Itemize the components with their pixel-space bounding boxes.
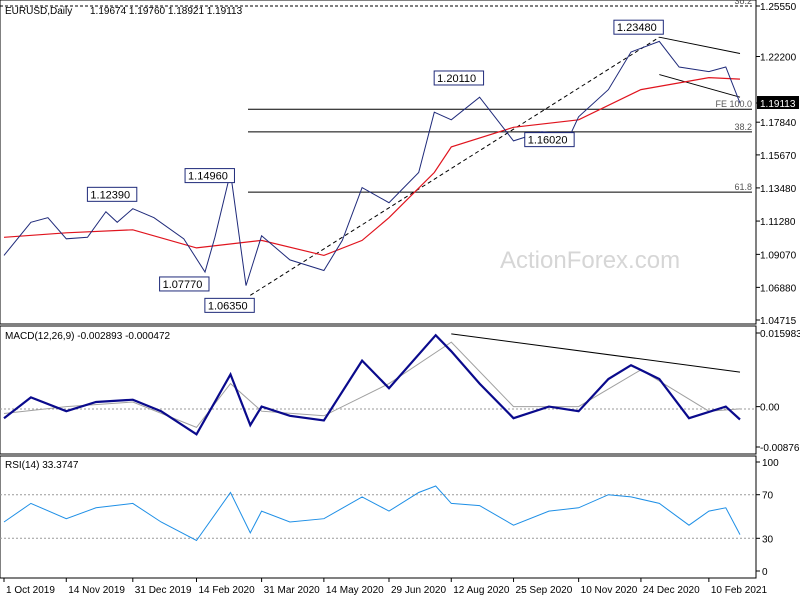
price-tick-label: 1.04715	[760, 316, 797, 327]
price-annotation-box	[204, 297, 255, 313]
price-annotation-label: 1.07770	[163, 279, 203, 291]
time-tick-label: 12 Aug 2020	[453, 585, 510, 596]
macd-tick-label: 0.015983	[760, 329, 800, 340]
level-label: 61.8	[734, 182, 752, 192]
price-tick-label: 1.11280	[760, 217, 796, 228]
price-line	[3, 40, 741, 286]
rsi-scale: 100 70 30 0	[756, 458, 779, 578]
macd-signal-line	[3, 341, 741, 429]
price-annotation-box	[524, 132, 575, 148]
price-annotation-box	[86, 186, 138, 202]
price-annotations: 1.23480 1.20110 1.16020 1.14960 1.12390 1.077…	[86, 19, 664, 313]
level-label: FE 100.0	[715, 99, 752, 109]
price-annotation-box	[613, 19, 664, 35]
rsi-tick-label: 0	[762, 567, 768, 578]
macd-main-line	[3, 333, 741, 436]
price-annotation-label: 1.06350	[208, 300, 248, 312]
price-annotation-label: 1.20110	[437, 73, 476, 85]
symbol-info: EURUSD,Daily	[5, 6, 72, 17]
time-tick-label: 24 Dec 2020	[643, 585, 700, 596]
level-label: 38.2	[734, 0, 752, 6]
rsi-tick-label: 30	[762, 534, 774, 545]
time-tick-label: 10 Nov 2020	[581, 585, 638, 596]
rsi-tick-label: 100	[762, 458, 779, 469]
rsi-line	[3, 485, 741, 542]
ohlc-values: 1.19674 1.19760 1.18921 1.19113	[90, 6, 243, 17]
rsi-panel	[0, 455, 757, 579]
last-price-label: 1.19113	[760, 99, 796, 110]
price-tick-label: 1.22200	[760, 52, 797, 63]
price-trendlines	[250, 36, 741, 296]
trendline	[659, 36, 741, 54]
price-tick-label: 1.17840	[760, 118, 797, 129]
price-tick-label: 1.15670	[760, 151, 797, 162]
macd-scale: 0.015983 0.00 -0.008762	[756, 329, 800, 454]
price-annotation-label: 1.16020	[528, 135, 568, 147]
price-annotation-label: 1.12390	[90, 189, 130, 201]
price-panel	[0, 0, 757, 325]
time-tick-label: 14 Nov 2019	[68, 585, 125, 596]
macd-trendline	[451, 333, 741, 373]
time-tick-label: 31 Mar 2020	[264, 585, 321, 596]
trendline	[659, 74, 741, 98]
price-annotation-box	[184, 168, 235, 184]
price-tick-label: 1.06880	[760, 283, 797, 294]
rsi-label: RSI(14) 33.3747	[5, 460, 79, 471]
time-tick-label: 10 Feb 2021	[711, 585, 768, 596]
rsi-tick-label: 70	[762, 491, 774, 502]
time-tick-label: 25 Sep 2020	[516, 585, 573, 596]
price-annotation-box	[159, 276, 210, 292]
price-tick-label: 1.09070	[760, 250, 797, 261]
price-annotation-label: 1.23480	[617, 22, 657, 34]
trendline	[250, 36, 660, 296]
macd-tick-label: 0.00	[760, 403, 780, 414]
time-axis: 1 Oct 2019 14 Nov 2019 31 Dec 2019 14 Feb 2…	[3, 578, 768, 596]
price-annotation-box	[433, 70, 485, 86]
time-tick-label: 14 Feb 2020	[198, 585, 255, 596]
time-tick-label: 31 Dec 2019	[135, 585, 192, 596]
watermark: ActionForex.com	[500, 247, 680, 274]
time-tick-label: 1 Oct 2019	[6, 585, 55, 596]
time-tick-label: 14 May 2020	[326, 585, 384, 596]
time-tick-label: 29 Jun 2020	[391, 585, 446, 596]
price-tick-label: 1.13480	[760, 184, 797, 195]
macd-tick-label: -0.008762	[760, 443, 800, 454]
price-tick-label: 1.25550	[760, 2, 797, 13]
price-annotation-label: 1.14960	[188, 171, 228, 183]
macd-panel	[0, 325, 757, 455]
moving-average-line	[3, 76, 741, 257]
price-scale: 1.25550 1.22200 1.19113 1.17840 1.15670 1.134…	[756, 2, 799, 327]
macd-label: MACD(12,26,9) -0.002893 -0.000472	[5, 331, 171, 342]
level-label: 38.2	[734, 122, 752, 132]
last-price-tag	[757, 96, 799, 110]
